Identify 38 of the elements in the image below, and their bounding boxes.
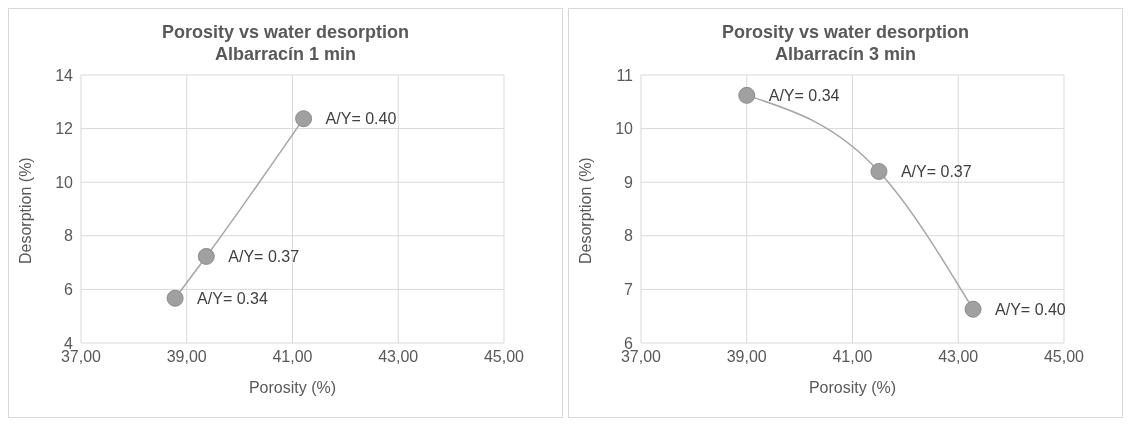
y-tick-label: 8 (624, 227, 634, 245)
y-tick-label: 12 (55, 120, 74, 138)
point (964, 300, 982, 318)
x-tick-label: 39,00 (726, 348, 767, 366)
point (738, 86, 756, 104)
y-tick-label: 10 (615, 120, 634, 138)
y-tick-label: 7 (624, 281, 634, 299)
annotation: A/Y= 0.40 (325, 110, 397, 128)
y-tick-label: 10 (55, 173, 74, 191)
point (166, 289, 184, 307)
x-tick-label: 45,00 (483, 348, 525, 366)
x-axis-title: Porosity (%) (808, 379, 897, 396)
y-axis-title: Desorption (%) (16, 157, 34, 264)
y-tick-label: 8 (64, 227, 74, 245)
annotation: A/Y= 0.37 (228, 248, 300, 266)
x-axis-title: Porosity (%) (248, 379, 337, 396)
point (197, 247, 215, 265)
x-tick-label: 45,00 (1043, 348, 1085, 366)
chart-title: Porosity vs water desorption Albarracín 1 min (160, 21, 411, 65)
chart-title: Porosity vs water desorption Albarracín 3 min (720, 21, 971, 65)
x-tick-label: 41,00 (272, 348, 313, 366)
x-tick-label: 41,00 (832, 348, 873, 366)
y-tick-label: 14 (55, 66, 74, 84)
x-tick-label: 37,00 (60, 348, 102, 366)
annotation: A/Y= 0.34 (197, 289, 268, 307)
x-tick-label: 43,00 (938, 348, 979, 366)
point (295, 110, 313, 128)
y-tick-label: 6 (64, 281, 74, 299)
y-axis-title: Desorption (%) (576, 157, 594, 264)
x-tick-label: 39,00 (166, 348, 207, 366)
x-tick-label: 43,00 (378, 348, 419, 366)
x-tick-label: 37,00 (620, 348, 662, 366)
annotation: A/Y= 0.40 (995, 300, 1066, 318)
annotation: A/Y= 0.34 (768, 87, 840, 105)
y-tick-label: 9 (624, 173, 634, 191)
point (870, 162, 888, 180)
annotation: A/Y= 0.37 (900, 163, 972, 181)
y-tick-label: 11 (616, 66, 634, 84)
